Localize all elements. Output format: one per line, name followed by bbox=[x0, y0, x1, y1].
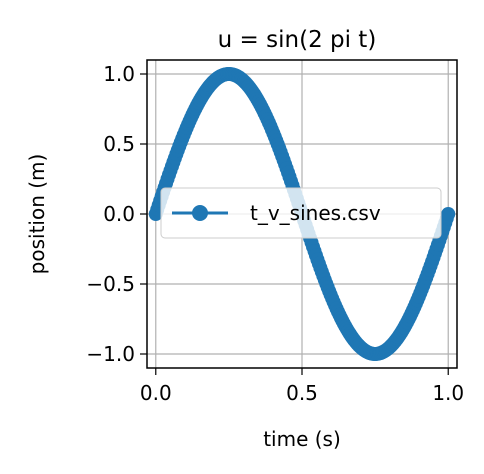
legend-marker-swatch bbox=[192, 205, 208, 221]
legend-box bbox=[160, 187, 442, 239]
y-tick-label: 0.0 bbox=[103, 202, 135, 226]
x-tick-label: 1.0 bbox=[432, 381, 464, 405]
x-axis-label: time (s) bbox=[263, 427, 341, 451]
x-axis-ticks: 0.0 0.5 1.0 bbox=[140, 368, 464, 405]
y-axis-ticks: 1.0 0.5 0.0 −0.5 −1.0 bbox=[86, 62, 147, 366]
x-tick-label: 0.0 bbox=[140, 381, 172, 405]
x-tick-label: 0.5 bbox=[286, 381, 318, 405]
y-tick-label: 0.5 bbox=[103, 132, 135, 156]
y-axis-label: position (m) bbox=[25, 154, 49, 275]
legend-label: t_v_sines.csv bbox=[250, 201, 381, 225]
y-tick-label: −1.0 bbox=[86, 342, 135, 366]
legend: t_v_sines.csv bbox=[160, 187, 442, 239]
y-tick-label: 1.0 bbox=[103, 62, 135, 86]
chart-title: u = sin(2 pi t) bbox=[218, 27, 377, 53]
y-tick-label: −0.5 bbox=[86, 272, 135, 296]
data-point bbox=[441, 207, 456, 221]
